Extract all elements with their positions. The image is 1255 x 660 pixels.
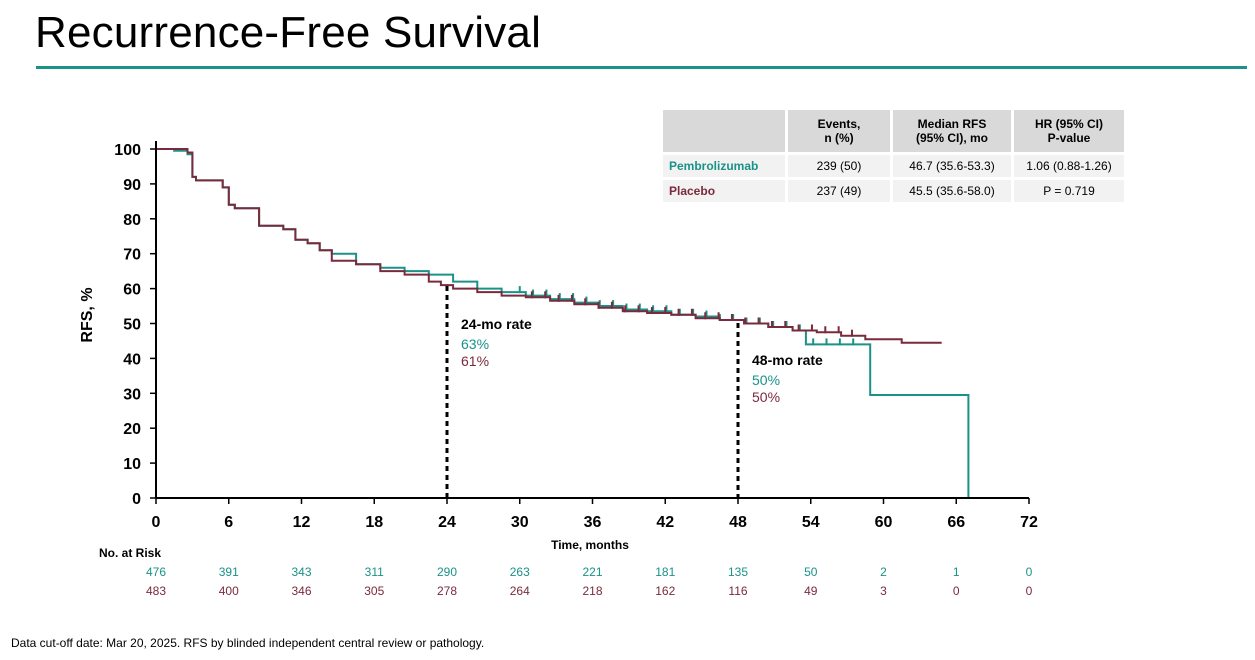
risk-count-pembrolizumab: 311 — [365, 565, 384, 579]
summary-table: Events, n (%) Median RFS (95% CI), mo HR… — [660, 107, 1127, 205]
risk-count-placebo: 116 — [728, 584, 747, 598]
risk-table-label: No. at Risk — [99, 546, 161, 560]
censor-marks-placebo — [530, 291, 853, 337]
risk-count-placebo: 483 — [146, 584, 166, 598]
risk-count-pembrolizumab: 476 — [146, 565, 166, 579]
median-value: 45.5 (35.6-58.0) — [893, 180, 1011, 202]
arm-label-placebo: Placebo — [663, 180, 785, 202]
y-tick-label: 50 — [123, 317, 141, 334]
title-underline — [36, 66, 1247, 69]
y-tick-label: 100 — [114, 142, 141, 159]
risk-count-placebo: 3 — [880, 584, 887, 598]
x-tick-label: 66 — [947, 514, 965, 531]
risk-count-pembrolizumab: 0 — [1026, 565, 1033, 579]
landmark-rate-pembrolizumab: 63% — [461, 336, 489, 352]
table-header-median: Median RFS (95% CI), mo — [893, 110, 1011, 152]
risk-count-pembrolizumab: 290 — [437, 565, 457, 579]
y-tick-label: 60 — [123, 282, 141, 299]
series-line-placebo — [156, 148, 942, 344]
x-tick-label: 48 — [729, 514, 747, 531]
p-value: P = 0.719 — [1014, 180, 1124, 202]
table-header-hr: HR (95% CI) P-value — [1014, 110, 1124, 152]
landmark-rate-placebo: 50% — [752, 389, 780, 405]
landmark-label-24: 24-mo rate — [461, 316, 532, 332]
risk-count-pembrolizumab: 391 — [219, 565, 239, 579]
x-tick-label: 12 — [293, 514, 311, 531]
risk-count-placebo: 278 — [437, 584, 457, 598]
hr-value: 1.06 (0.88-1.26) — [1014, 155, 1124, 177]
risk-count-pembrolizumab: 343 — [291, 565, 311, 579]
x-tick-label: 54 — [802, 514, 820, 531]
risk-count-placebo: 0 — [1026, 584, 1033, 598]
risk-count-pembrolizumab: 221 — [582, 565, 602, 579]
x-tick-label: 6 — [224, 514, 233, 531]
censor-marks-pembrolizumab — [518, 286, 855, 346]
table-header-blank — [663, 110, 785, 152]
table-header-events: Events, n (%) — [788, 110, 890, 152]
y-axis-label: RFS, % — [79, 287, 96, 342]
y-tick-label: 40 — [123, 351, 141, 368]
risk-count-pembrolizumab: 263 — [510, 565, 530, 579]
risk-count-pembrolizumab: 1 — [953, 565, 960, 579]
landmark-rate-pembrolizumab: 50% — [752, 372, 780, 388]
x-tick-label: 0 — [152, 514, 161, 531]
y-tick-label: 20 — [123, 421, 141, 438]
arm-label-pembrolizumab: Pembrolizumab — [663, 155, 785, 177]
risk-count-pembrolizumab: 181 — [655, 565, 675, 579]
risk-count-placebo: 264 — [510, 584, 530, 598]
median-value: 46.7 (35.6-53.3) — [893, 155, 1011, 177]
table-row: Placebo 237 (49) 45.5 (35.6-58.0) P = 0.… — [663, 180, 1124, 202]
x-tick-label: 36 — [584, 514, 602, 531]
risk-count-pembrolizumab: 2 — [880, 565, 887, 579]
risk-count-placebo: 305 — [364, 584, 384, 598]
landmark-rate-placebo: 61% — [461, 353, 489, 369]
events-value: 239 (50) — [788, 155, 890, 177]
y-tick-label: 70 — [123, 247, 141, 264]
risk-count-placebo: 162 — [655, 584, 675, 598]
y-tick-label: 10 — [123, 456, 141, 473]
risk-count-placebo: 49 — [804, 584, 818, 598]
x-tick-label: 18 — [365, 514, 383, 531]
y-tick-label: 0 — [132, 491, 141, 508]
footnote: Data cut-off date: Mar 20, 2025. RFS by … — [11, 636, 485, 650]
x-tick-label: 60 — [875, 514, 893, 531]
risk-count-placebo: 0 — [953, 584, 960, 598]
x-tick-label: 24 — [438, 514, 456, 531]
x-axis-label: Time, months — [551, 538, 629, 552]
page-title: Recurrence-Free Survival — [35, 8, 542, 57]
landmark-label-48: 48-mo rate — [752, 352, 823, 368]
y-tick-label: 80 — [123, 212, 141, 229]
risk-count-pembrolizumab: 50 — [804, 565, 818, 579]
x-tick-label: 42 — [656, 514, 674, 531]
risk-count-placebo: 346 — [291, 584, 311, 598]
table-row: Pembrolizumab 239 (50) 46.7 (35.6-53.3) … — [663, 155, 1124, 177]
risk-count-placebo: 400 — [219, 584, 239, 598]
risk-count-pembrolizumab: 135 — [728, 565, 748, 579]
risk-count-placebo: 218 — [582, 584, 602, 598]
x-tick-label: 72 — [1020, 514, 1038, 531]
events-value: 237 (49) — [788, 180, 890, 202]
x-tick-label: 30 — [511, 514, 529, 531]
y-tick-label: 30 — [123, 386, 141, 403]
y-tick-label: 90 — [123, 177, 141, 194]
